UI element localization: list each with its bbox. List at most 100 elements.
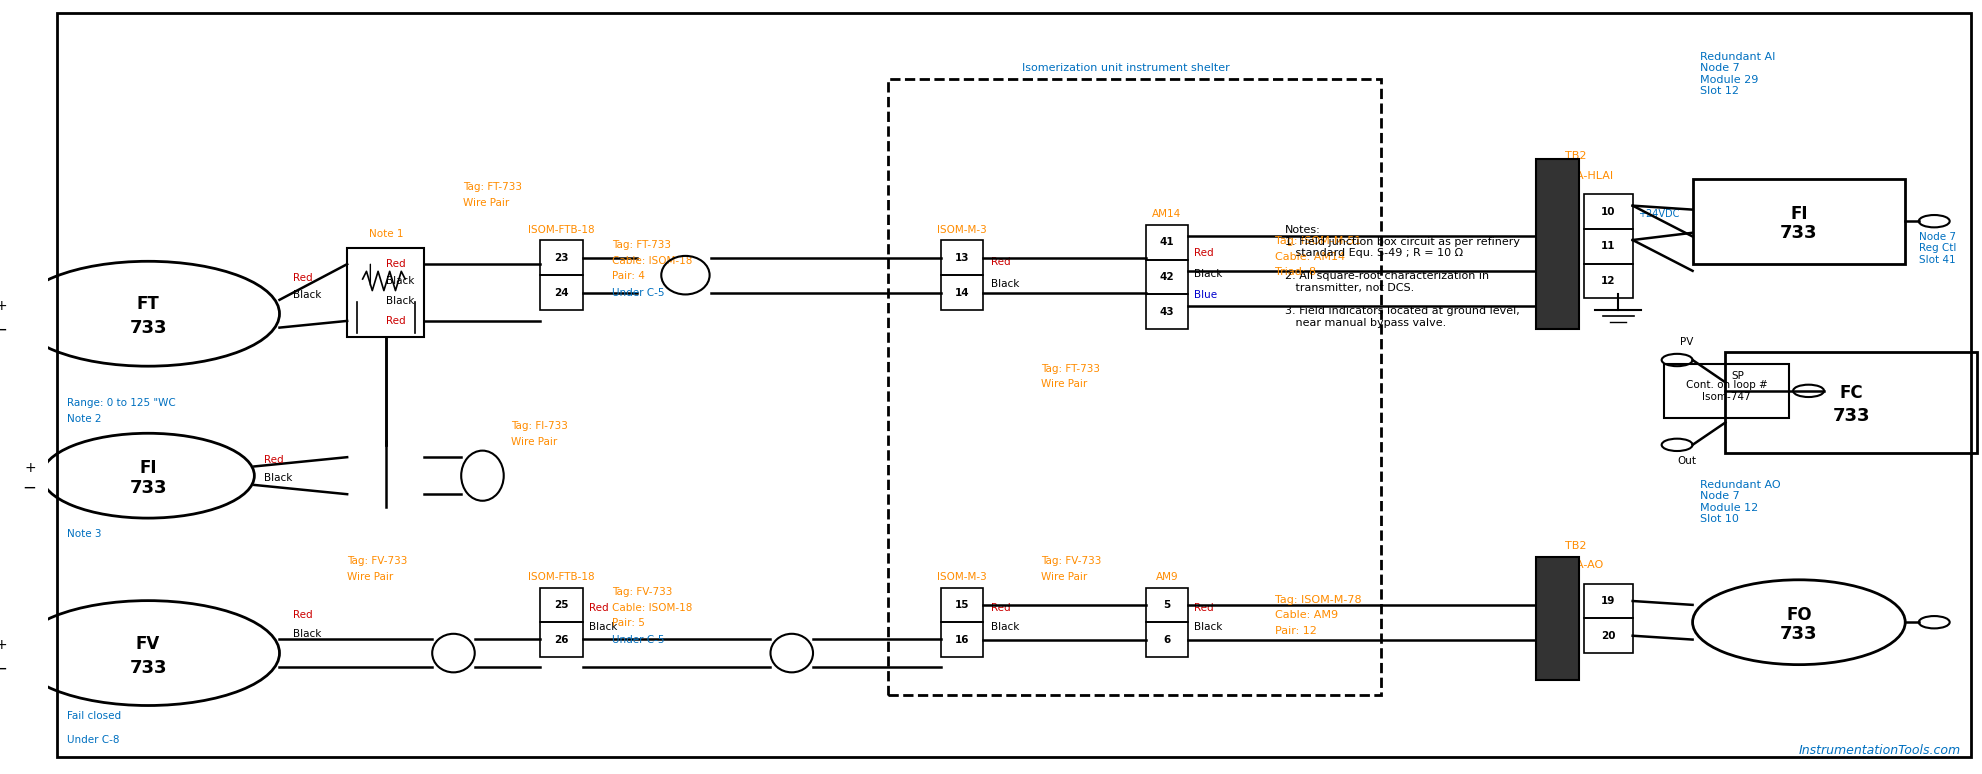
Text: Tag: ISOM-M-78: Tag: ISOM-M-78 [1274, 595, 1362, 605]
Bar [347, 248, 424, 337]
Text: Black: Black [1193, 622, 1223, 632]
Bar [1663, 364, 1790, 418]
Text: −: − [0, 659, 6, 677]
Text: 26: 26 [555, 635, 569, 645]
Text: Cable: AM9: Cable: AM9 [1274, 611, 1338, 621]
Text: Pair: 4: Pair: 4 [612, 271, 644, 281]
Text: Wire Pair: Wire Pair [464, 198, 509, 207]
Text: Black: Black [264, 473, 293, 483]
Text: Cable: ISOM-18: Cable: ISOM-18 [612, 255, 692, 265]
Text: 15: 15 [955, 600, 969, 610]
Text: Fail closed: Fail closed [67, 711, 121, 721]
Text: ISOM-FTB-18: ISOM-FTB-18 [529, 572, 595, 582]
Text: AM14: AM14 [1152, 209, 1181, 219]
Text: Out: Out [1677, 456, 1697, 466]
Text: FC: FC [1839, 385, 1863, 402]
Bar [1146, 225, 1187, 260]
Text: Black: Black [991, 622, 1019, 632]
Text: Tag: FV-733: Tag: FV-733 [347, 557, 408, 567]
Text: 733: 733 [1831, 407, 1869, 426]
Text: TB2: TB2 [1566, 152, 1586, 162]
Text: Wire Pair: Wire Pair [511, 437, 557, 447]
Text: 11: 11 [1601, 241, 1615, 252]
Text: +: + [0, 639, 6, 652]
Text: Cable: AM14: Cable: AM14 [1274, 252, 1346, 262]
Bar [1726, 352, 1976, 453]
Bar [941, 241, 983, 276]
Text: Red: Red [1193, 248, 1213, 258]
Text: Wire Pair: Wire Pair [1041, 572, 1088, 582]
Bar [941, 276, 983, 310]
Text: 733: 733 [129, 320, 166, 337]
Text: Tag: FV-733: Tag: FV-733 [612, 587, 672, 598]
Bar [1146, 294, 1187, 329]
Text: ISOM-M-3: ISOM-M-3 [937, 572, 987, 582]
Text: 733: 733 [1780, 224, 1817, 242]
Text: FV: FV [137, 635, 161, 652]
Text: Tag: FI-733: Tag: FI-733 [511, 421, 569, 431]
Text: Red: Red [386, 316, 406, 326]
Text: AM9: AM9 [1156, 572, 1177, 582]
Text: Tag: FT-733: Tag: FT-733 [612, 240, 672, 250]
Text: Black: Black [293, 290, 321, 300]
Bar [1693, 179, 1905, 264]
Text: Under C-5: Under C-5 [612, 288, 664, 298]
Text: 733: 733 [129, 659, 166, 676]
Text: Black: Black [386, 296, 414, 307]
Bar [541, 587, 583, 622]
Text: 10: 10 [1601, 207, 1615, 217]
Text: Redundant AO
Node 7
Module 12
Slot 10: Redundant AO Node 7 Module 12 Slot 10 [1701, 480, 1782, 524]
Text: Black: Black [386, 276, 414, 286]
Bar [1536, 159, 1578, 329]
Text: 733: 733 [129, 478, 166, 497]
Text: Tag: FT-733: Tag: FT-733 [464, 183, 521, 192]
Text: +: + [0, 299, 6, 313]
Text: 41: 41 [1159, 238, 1173, 248]
Text: Red: Red [991, 603, 1011, 613]
Text: Range: 0 to 125 "WC: Range: 0 to 125 "WC [67, 399, 176, 408]
Text: Under C-8: Under C-8 [67, 735, 119, 745]
Text: ISOM-M-3: ISOM-M-3 [937, 224, 987, 235]
Bar [1146, 260, 1187, 294]
Text: Red: Red [1193, 603, 1213, 613]
Text: InstrumentationTools.com: InstrumentationTools.com [1800, 744, 1962, 757]
Text: TB2: TB2 [1566, 541, 1586, 551]
Text: Redundant AI
Node 7
Module 29
Slot 12: Redundant AI Node 7 Module 29 Slot 12 [1701, 52, 1776, 96]
Text: Note 2: Note 2 [67, 414, 101, 423]
Text: SP: SP [1730, 372, 1744, 382]
Text: Under C-5: Under C-5 [612, 635, 664, 645]
Text: 5: 5 [1163, 600, 1171, 610]
Text: +: + [24, 461, 36, 475]
Text: 25: 25 [555, 600, 569, 610]
Text: Triad: 8: Triad: 8 [1274, 267, 1316, 277]
Bar [1584, 618, 1633, 653]
Bar [1584, 584, 1633, 618]
Text: 42: 42 [1159, 272, 1173, 282]
Bar [941, 587, 983, 622]
Bar [888, 78, 1381, 696]
Text: Tag: ISOM-M-51: Tag: ISOM-M-51 [1274, 236, 1362, 246]
Text: FT: FT [137, 296, 159, 313]
Text: Isomerization unit instrument shelter: Isomerization unit instrument shelter [1021, 63, 1229, 73]
Text: 14: 14 [955, 287, 969, 297]
Text: Notes:
1. Field junction box circuit as per refinery
   standard Equ. S-49 ; R =: Notes: 1. Field junction box circuit as … [1284, 225, 1520, 328]
Text: Black: Black [1193, 269, 1223, 279]
Text: Note 1: Note 1 [369, 228, 402, 238]
Text: Wire Pair: Wire Pair [347, 572, 392, 582]
Text: Blue: Blue [1193, 290, 1217, 300]
Text: Note 3: Note 3 [67, 529, 101, 539]
Text: ISOM-FTB-18: ISOM-FTB-18 [529, 224, 595, 235]
Text: Wire Pair: Wire Pair [1041, 379, 1088, 389]
Bar [1536, 557, 1578, 680]
Text: 12: 12 [1601, 276, 1615, 286]
Text: FTA-AO: FTA-AO [1566, 560, 1603, 570]
Text: Tag: FT-733: Tag: FT-733 [1041, 364, 1100, 374]
Text: Red: Red [293, 611, 313, 621]
Text: Black: Black [589, 622, 616, 632]
Bar [1584, 264, 1633, 298]
Text: Pair: 5: Pair: 5 [612, 618, 644, 628]
Text: Cable: ISOM-18: Cable: ISOM-18 [612, 603, 692, 613]
Text: Red: Red [991, 257, 1011, 267]
Text: Red: Red [264, 454, 283, 464]
Bar [1146, 622, 1187, 657]
